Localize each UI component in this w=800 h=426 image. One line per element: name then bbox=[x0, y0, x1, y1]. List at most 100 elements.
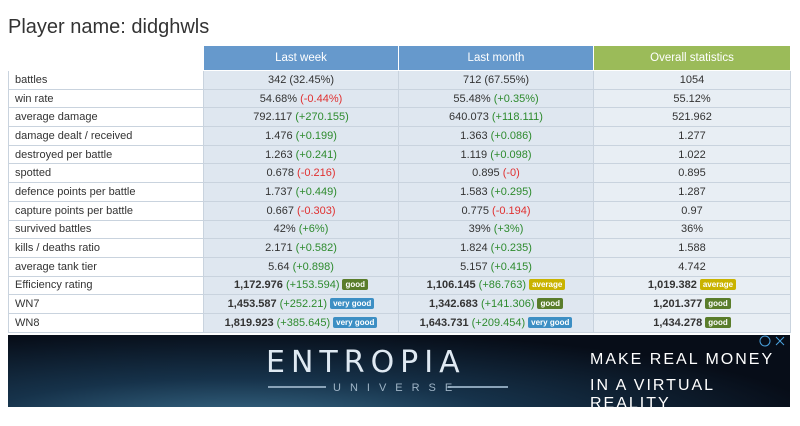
stat-delta: (+3%) bbox=[493, 223, 524, 236]
stat-cell: 1.263 (+0.241) bbox=[203, 144, 399, 165]
stat-row: average tank tier 5.64 (+0.898) 5.157 (+0.… bbox=[8, 256, 791, 277]
stat-row: capture points per battle 0.667 (-0.303) 0… bbox=[8, 200, 791, 221]
stat-cell: 712 (67.55%) bbox=[398, 70, 594, 90]
stat-value: 1,019.382 bbox=[647, 279, 697, 292]
ad-art bbox=[268, 335, 785, 388]
stat-delta: (+0.235) bbox=[490, 242, 532, 255]
stat-cell: 0.97 bbox=[593, 200, 791, 221]
stat-delta: (-0.44%) bbox=[300, 92, 343, 105]
stat-value: 55.12% bbox=[673, 92, 711, 105]
row-label: destroyed per battle bbox=[8, 144, 204, 165]
stat-cell: 521.962 bbox=[593, 107, 791, 128]
stat-delta: (+6%) bbox=[298, 223, 329, 236]
row-label: WN8 bbox=[8, 312, 204, 333]
stat-delta: (+0.35%) bbox=[493, 92, 539, 105]
stat-cell: 1,453.587 (+252.21) very good bbox=[203, 294, 399, 314]
stat-row: WN8 1,819.923 (+385.645) very good 1,643.73… bbox=[8, 312, 791, 333]
stat-value: 1.022 bbox=[678, 148, 706, 161]
stat-row: damage dealt / received 1.476 (+0.199) 1.3… bbox=[8, 126, 791, 146]
stat-delta: (-0.303) bbox=[297, 204, 336, 217]
stat-cell: 1.737 (+0.449) bbox=[203, 182, 399, 202]
stat-value: 1.287 bbox=[678, 185, 706, 198]
stat-delta: (-0.216) bbox=[297, 167, 336, 180]
table-body: battles 342 (32.45%) 712 (67.55%) 1054 win r… bbox=[8, 70, 791, 333]
stat-delta: (+0.295) bbox=[490, 185, 532, 198]
stat-delta: (+0.415) bbox=[490, 260, 532, 273]
stat-row: average damage 792.117 (+270.155) 640.073 … bbox=[8, 107, 791, 128]
row-label: capture points per battle bbox=[8, 200, 204, 221]
stat-value: 712 (67.55%) bbox=[462, 73, 530, 86]
stat-delta: (+270.155) bbox=[295, 111, 349, 124]
stat-cell: 2.171 (+0.582) bbox=[203, 238, 399, 258]
stat-value: 1,643.731 bbox=[419, 316, 469, 329]
stat-row: destroyed per battle 1.263 (+0.241) 1.119 … bbox=[8, 144, 791, 165]
row-label: win rate bbox=[8, 88, 204, 109]
stat-value: 1.824 bbox=[460, 242, 488, 255]
row-label: kills / deaths ratio bbox=[8, 238, 204, 258]
stat-delta: (+0.582) bbox=[295, 242, 337, 255]
column-header: Last month bbox=[398, 45, 594, 71]
stat-cell: 1.287 bbox=[593, 182, 791, 202]
column-header: Last week bbox=[203, 45, 399, 71]
stat-cell: 792.117 (+270.155) bbox=[203, 107, 399, 128]
column-header: Overall statistics bbox=[593, 45, 791, 71]
row-label: average damage bbox=[8, 107, 204, 128]
stat-cell: 1,106.145 (+86.763) average bbox=[398, 275, 594, 296]
stat-delta: (+0.241) bbox=[295, 148, 337, 161]
player-title: Player name: didghwls bbox=[8, 16, 210, 38]
stat-value: 1,342.683 bbox=[428, 298, 478, 311]
stat-delta: (+118.111) bbox=[491, 111, 543, 124]
stat-value: 342 (32.45%) bbox=[267, 73, 335, 86]
stat-cell: 1,342.683 (+141.306) good bbox=[398, 294, 594, 314]
stat-cell: 55.12% bbox=[593, 88, 791, 109]
stat-value: 54.68% bbox=[259, 92, 298, 105]
stat-delta: (+141.306) bbox=[480, 298, 535, 311]
stat-cell: 0.678 (-0.216) bbox=[203, 163, 399, 184]
stat-delta: (+0.086) bbox=[490, 129, 532, 142]
ad-logo-sub: UNIVERSE bbox=[333, 382, 462, 394]
stat-value: 1.277 bbox=[678, 129, 706, 142]
ad-line: MAKE REAL MONEY bbox=[590, 351, 775, 368]
stat-value: 1.263 bbox=[265, 148, 293, 161]
stat-row: survived battles 42% (+6%) 39% (+3%) 36% bbox=[8, 219, 791, 240]
stats-table: Last week Last month Overall statistics ba… bbox=[8, 45, 791, 333]
stat-value: 521.962 bbox=[672, 111, 712, 124]
stat-cell: 42% (+6%) bbox=[203, 219, 399, 240]
stat-value: 792.117 bbox=[253, 111, 293, 124]
stat-row: Efficiency rating 1,172.976 (+153.594) goo… bbox=[8, 275, 791, 296]
stat-cell: 1,172.976 (+153.594) good bbox=[203, 275, 399, 296]
stat-delta: (+0.449) bbox=[295, 185, 337, 198]
stat-cell: 1,201.377 good bbox=[593, 294, 791, 314]
rating-badge: very good bbox=[528, 316, 573, 328]
stat-row: kills / deaths ratio 2.171 (+0.582) 1.824 … bbox=[8, 238, 791, 258]
stat-value: 2.171 bbox=[265, 242, 293, 255]
stat-value: 1,453.587 bbox=[227, 298, 277, 311]
rating-badge: average bbox=[699, 279, 737, 291]
stat-value: 1054 bbox=[679, 73, 705, 86]
stat-value: 1,106.145 bbox=[426, 279, 476, 292]
stat-value: 1.588 bbox=[678, 242, 706, 255]
stat-value: 1.119 bbox=[460, 148, 488, 161]
stat-cell: 1.476 (+0.199) bbox=[203, 126, 399, 146]
stat-cell: 1.277 bbox=[593, 126, 791, 146]
stat-cell: 1,643.731 (+209.454) very good bbox=[398, 312, 594, 333]
stat-cell: 0.775 (-0.194) bbox=[398, 200, 594, 221]
stat-value: 5.157 bbox=[460, 260, 488, 273]
stat-value: 1.476 bbox=[265, 129, 293, 142]
stat-row: win rate 54.68% (-0.44%) 55.48% (+0.35%) 55… bbox=[8, 88, 791, 109]
rating-badge: good bbox=[342, 279, 369, 291]
row-label: survived battles bbox=[8, 219, 204, 240]
rating-badge: good bbox=[705, 316, 731, 328]
ad-logo: ENTROPIA bbox=[266, 345, 466, 380]
stat-cell: 0.667 (-0.303) bbox=[203, 200, 399, 221]
stat-delta: (+252.21) bbox=[279, 298, 328, 311]
stat-cell: 1,434.278 good bbox=[593, 312, 791, 333]
stat-value: 0.775 bbox=[461, 204, 489, 217]
stat-delta: (+209.454) bbox=[471, 316, 526, 329]
stat-cell: 54.68% (-0.44%) bbox=[203, 88, 399, 109]
stat-value: 1,172.976 bbox=[233, 279, 283, 292]
header-row: Last week Last month Overall statistics bbox=[8, 45, 791, 71]
stat-value: 640.073 bbox=[449, 111, 489, 124]
ad-banner[interactable]: ENTROPIA UNIVERSE MAKE REAL MONEY IN A V… bbox=[8, 335, 790, 407]
stat-value: 55.48% bbox=[453, 92, 491, 105]
